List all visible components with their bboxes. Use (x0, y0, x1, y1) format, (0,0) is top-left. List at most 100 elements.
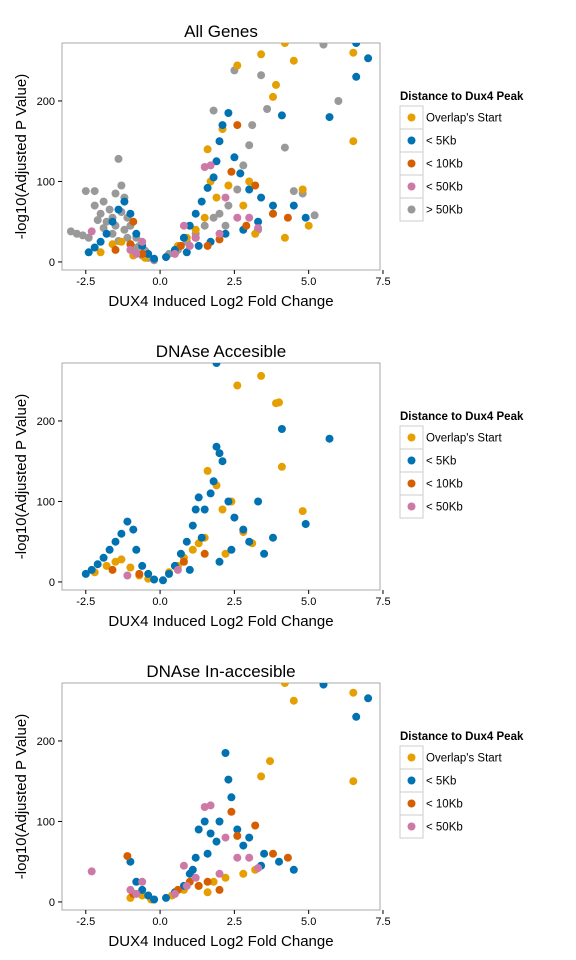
legend-key-marker (407, 799, 416, 808)
data-point (105, 205, 114, 214)
x-tick-label: 2.5 (227, 596, 242, 608)
data-point (135, 569, 144, 578)
panel-1: All Genes -2.5 0.0 2.5 5.0 7.5 0 100 200 DUX4 Ind… (13, 22, 524, 310)
data-point (81, 569, 90, 578)
data-point (215, 137, 224, 146)
data-point (138, 561, 147, 570)
x-tick-label: 0.0 (152, 916, 167, 928)
data-point (117, 529, 126, 538)
data-point (173, 565, 182, 574)
legend-key-marker (407, 433, 416, 442)
data-point (325, 434, 334, 443)
data-point (364, 54, 373, 63)
data-point (212, 363, 221, 367)
data-point (233, 121, 242, 130)
series-3 (123, 565, 182, 580)
data-point (206, 161, 215, 170)
data-point (87, 227, 96, 236)
data-point (233, 185, 242, 194)
data-point (349, 48, 358, 57)
data-point (81, 187, 90, 196)
y-tick-label: 100 (37, 176, 55, 188)
y-tick-label: 0 (49, 577, 55, 589)
data-point (224, 775, 233, 784)
x-tick-label: 5.0 (301, 916, 316, 928)
data-point (182, 881, 191, 890)
y-axis-title: -log10(Adjusted P Value) (13, 714, 30, 879)
chart-title: DNAse Accesible (156, 342, 286, 361)
x-tick-label: 2.5 (227, 916, 242, 928)
data-point (277, 425, 286, 433)
legend-entry-label: < 10Kb (426, 159, 463, 171)
data-point (179, 221, 188, 230)
data-point (221, 873, 230, 882)
data-point (114, 205, 123, 214)
data-point (215, 817, 224, 826)
x-tick-label: 7.5 (375, 276, 390, 288)
data-point (200, 817, 209, 826)
data-point (191, 209, 200, 218)
data-point (298, 185, 307, 194)
data-point (257, 193, 266, 202)
data-point (230, 153, 239, 162)
data-point (227, 545, 236, 554)
data-point (182, 248, 191, 257)
data-point (150, 895, 159, 904)
legend-entry-label: > 50Kb (426, 205, 463, 217)
legend-key-marker (407, 205, 416, 214)
data-point (179, 233, 188, 242)
legend-entry-label: Overlap's Start (426, 753, 502, 765)
data-point (108, 565, 117, 574)
data-point (111, 245, 120, 254)
legend-entry-label: Overlap's Start (426, 433, 502, 445)
series-1 (81, 363, 334, 585)
data-point (275, 398, 283, 407)
legend-key-marker (407, 182, 416, 191)
y-tick-label: 100 (37, 816, 55, 828)
data-point (84, 233, 93, 242)
data-point (215, 235, 224, 244)
data-point (349, 688, 358, 697)
data-point (233, 831, 242, 840)
data-point (138, 237, 147, 246)
legend-key-marker (407, 159, 416, 168)
data-point (224, 181, 233, 190)
y-axis-title: -log10(Adjusted P Value) (13, 394, 30, 559)
legend-entry-label: < 5Kb (426, 136, 456, 148)
x-axis-title: DUX4 Induced Log2 Fold Change (108, 293, 333, 310)
data-point (263, 105, 272, 113)
data-point (233, 61, 242, 70)
data-point (334, 97, 343, 105)
legend-entry-label: < 50Kb (426, 182, 463, 194)
data-point (120, 197, 129, 206)
data-point (200, 213, 209, 222)
data-point (111, 537, 120, 546)
data-point (289, 187, 298, 196)
data-point (197, 197, 206, 206)
data-point (254, 497, 263, 506)
legend-key-marker (407, 502, 416, 511)
series-0 (90, 371, 307, 583)
data-point (188, 865, 197, 874)
data-point (179, 557, 188, 566)
data-point (132, 877, 141, 886)
legend-entry-label: < 50Kb (426, 822, 463, 834)
data-point (352, 712, 361, 721)
data-point (114, 154, 123, 163)
data-point (96, 248, 105, 257)
data-point (132, 889, 141, 898)
data-point (298, 507, 307, 516)
data-point (144, 249, 153, 258)
data-point (215, 885, 224, 894)
data-point (257, 371, 266, 380)
data-point (212, 837, 221, 846)
data-point (224, 497, 233, 506)
data-point (191, 233, 200, 242)
legend-key-marker (407, 479, 416, 488)
legend-key-marker (407, 136, 416, 145)
x-tick-label: 0.0 (152, 276, 167, 288)
data-point (203, 888, 212, 897)
data-point (269, 533, 277, 542)
legend-entry-label: < 5Kb (426, 456, 456, 468)
